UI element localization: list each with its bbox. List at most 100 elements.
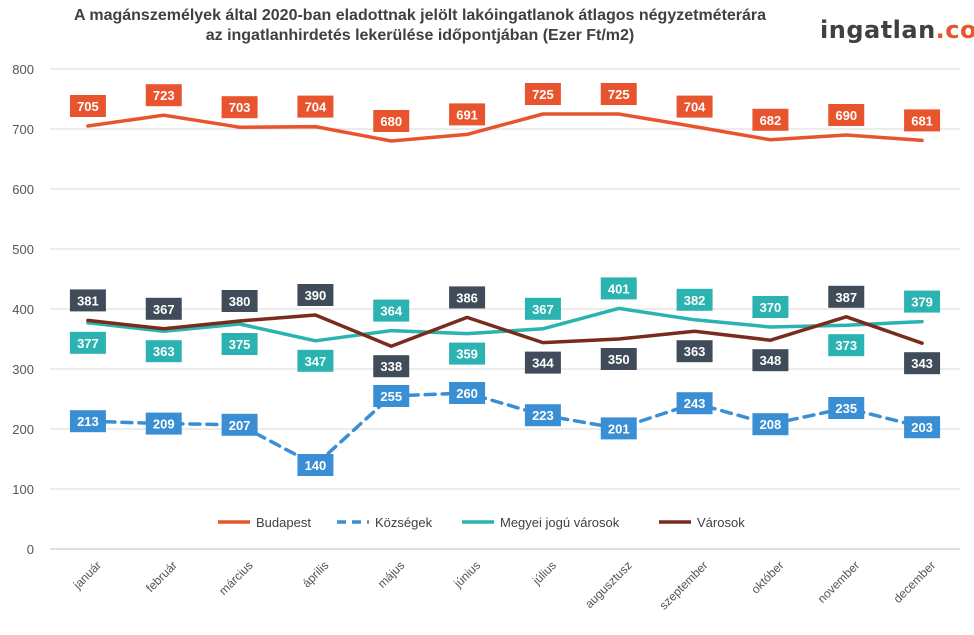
data-label-budapest-box <box>297 95 334 118</box>
data-label-megyei-box <box>221 333 258 355</box>
data-label-varosok: 343 <box>911 356 933 371</box>
data-label-budapest: 680 <box>380 114 402 129</box>
data-label-megyei: 347 <box>305 354 327 369</box>
data-label-kozsegek-box <box>373 385 410 407</box>
y-tick-label: 700 <box>12 122 34 137</box>
data-label-kozsegek: 235 <box>835 401 857 416</box>
data-label-varosok-box <box>904 352 941 375</box>
data-label-megyei: 382 <box>684 293 706 308</box>
data-label-kozsegek: 207 <box>229 418 251 433</box>
data-label-budapest: 681 <box>911 113 933 128</box>
data-label-megyei: 379 <box>911 295 933 310</box>
data-label-varosok: 380 <box>229 294 251 309</box>
data-label-megyei: 373 <box>835 338 857 353</box>
data-label-budapest: 704 <box>305 100 327 115</box>
data-label-varosok-box <box>373 355 410 378</box>
data-label-varosok-box <box>828 285 865 308</box>
legend-label: Budapest <box>256 515 311 530</box>
data-label-megyei-box <box>904 290 941 313</box>
data-label-kozsegek-box <box>524 404 561 427</box>
data-label-budapest: 725 <box>608 87 630 102</box>
data-label-varosok-box <box>600 348 637 370</box>
data-label-megyei: 375 <box>229 337 251 352</box>
data-label-kozsegek-box <box>145 412 182 435</box>
data-label-budapest-box <box>752 108 789 131</box>
data-label-budapest-box <box>449 103 486 126</box>
data-label-varosok-box <box>752 349 789 372</box>
y-tick-label: 100 <box>12 482 34 497</box>
data-label-budapest-box <box>373 110 410 132</box>
data-label-megyei-box <box>752 296 789 318</box>
data-label-budapest-box <box>904 109 941 132</box>
data-label-megyei-box <box>676 288 713 311</box>
data-label-kozsegek-box <box>297 454 334 476</box>
data-label-kozsegek-box <box>600 417 637 440</box>
data-label-kozsegek: 213 <box>77 414 99 429</box>
x-tick-label: január <box>70 558 104 592</box>
data-label-megyei-box <box>600 277 637 300</box>
data-label-kozsegek: 208 <box>760 417 782 432</box>
data-label-megyei: 364 <box>380 304 402 319</box>
data-label-varosok-box <box>145 297 182 320</box>
data-label-kozsegek: 140 <box>305 458 327 473</box>
data-label-kozsegek-box <box>828 397 865 419</box>
data-label-varosok-box <box>69 289 106 312</box>
data-label-kozsegek: 201 <box>608 421 630 436</box>
data-label-megyei: 367 <box>532 302 554 317</box>
series-line-budapest <box>86 112 924 143</box>
logo-part1: ingatlan <box>820 16 936 44</box>
data-label-varosok: 348 <box>760 353 782 368</box>
data-label-budapest: 725 <box>532 87 554 102</box>
data-label-budapest-box <box>524 83 561 105</box>
data-label-budapest-box <box>69 95 106 117</box>
data-label-varosok-box <box>676 340 713 363</box>
data-label-kozsegek: 260 <box>456 386 478 401</box>
data-label-megyei: 401 <box>608 281 630 296</box>
data-label-budapest-box <box>828 104 865 126</box>
data-label-budapest: 704 <box>684 100 706 115</box>
data-label-varosok: 381 <box>77 293 99 308</box>
data-label-megyei-box <box>524 297 561 320</box>
x-tick-label: május <box>375 558 408 591</box>
x-tick-label: április <box>299 558 331 590</box>
data-label-megyei-box <box>828 334 865 357</box>
data-label-budapest-box <box>221 96 258 119</box>
x-tick-label: március <box>216 558 256 598</box>
x-tick-label: november <box>815 558 863 606</box>
data-label-megyei-box <box>297 349 334 372</box>
data-label-varosok: 390 <box>305 288 327 303</box>
y-tick-label: 300 <box>12 362 34 377</box>
data-label-megyei: 359 <box>456 347 478 362</box>
data-label-megyei-box <box>69 331 106 354</box>
data-label-varosok: 344 <box>532 356 554 371</box>
chart-title: A magánszemélyek által 2020-ban eladottn… <box>40 6 800 46</box>
data-label-budapest: 705 <box>77 99 99 114</box>
data-label-megyei: 363 <box>153 344 175 359</box>
data-label-budapest: 723 <box>153 88 175 103</box>
y-tick-label: 200 <box>12 422 34 437</box>
legend-label: Községek <box>375 515 433 530</box>
data-label-kozsegek-box <box>221 413 258 436</box>
data-label-megyei: 377 <box>77 336 99 351</box>
data-label-budapest: 690 <box>835 108 857 123</box>
data-label-varosok: 363 <box>684 344 706 359</box>
data-label-megyei-box <box>449 342 486 365</box>
x-tick-label: augusztusz <box>582 558 635 611</box>
data-label-kozsegek: 255 <box>380 389 402 404</box>
y-tick-label: 800 <box>12 62 34 77</box>
data-label-budapest-box <box>676 95 713 118</box>
data-label-kozsegek: 203 <box>911 420 933 435</box>
x-tick-label: szeptember <box>656 558 710 612</box>
legend-label: Megyei jogú városok <box>500 515 620 530</box>
data-label-budapest-box <box>145 84 182 107</box>
logo-part2: .com <box>935 16 974 44</box>
x-tick-label: december <box>891 558 939 606</box>
data-label-varosok: 386 <box>456 290 478 305</box>
data-label-kozsegek-box <box>449 382 486 404</box>
data-label-kozsegek-box <box>69 410 106 433</box>
data-label-varosok-box <box>449 286 486 309</box>
y-tick-label: 0 <box>27 542 34 557</box>
data-label-budapest: 691 <box>456 107 478 122</box>
data-label-kozsegek-box <box>752 413 789 436</box>
